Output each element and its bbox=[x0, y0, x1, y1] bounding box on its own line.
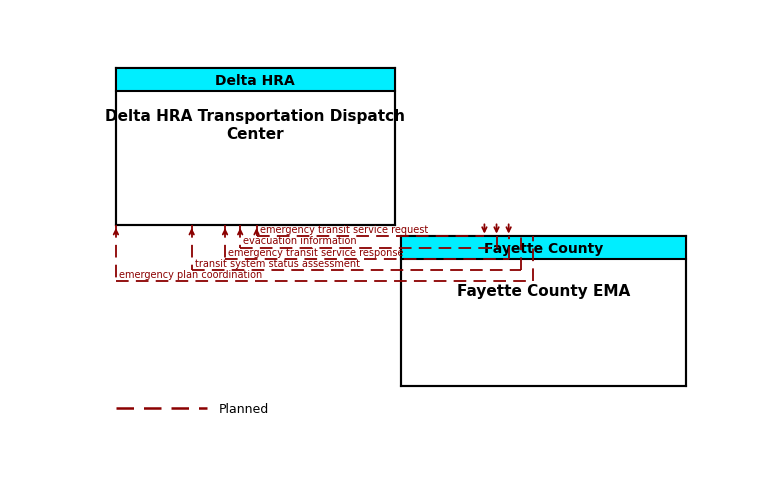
Bar bbox=[116, 69, 395, 91]
Text: emergency transit service request: emergency transit service request bbox=[260, 225, 428, 235]
Bar bbox=[401, 237, 686, 386]
Text: Fayette County: Fayette County bbox=[483, 241, 603, 255]
Text: emergency plan coordination: emergency plan coordination bbox=[119, 270, 262, 279]
Bar bbox=[401, 237, 686, 259]
Text: Planned: Planned bbox=[219, 402, 269, 415]
Text: emergency transit service response: emergency transit service response bbox=[228, 247, 404, 257]
Text: Delta HRA Transportation Dispatch
Center: Delta HRA Transportation Dispatch Center bbox=[106, 109, 405, 141]
Text: Delta HRA: Delta HRA bbox=[216, 74, 295, 88]
Text: Fayette County EMA: Fayette County EMA bbox=[457, 284, 630, 299]
Bar bbox=[116, 69, 395, 226]
Text: transit system status assessment: transit system status assessment bbox=[195, 258, 360, 268]
Text: evacuation information: evacuation information bbox=[243, 236, 357, 246]
